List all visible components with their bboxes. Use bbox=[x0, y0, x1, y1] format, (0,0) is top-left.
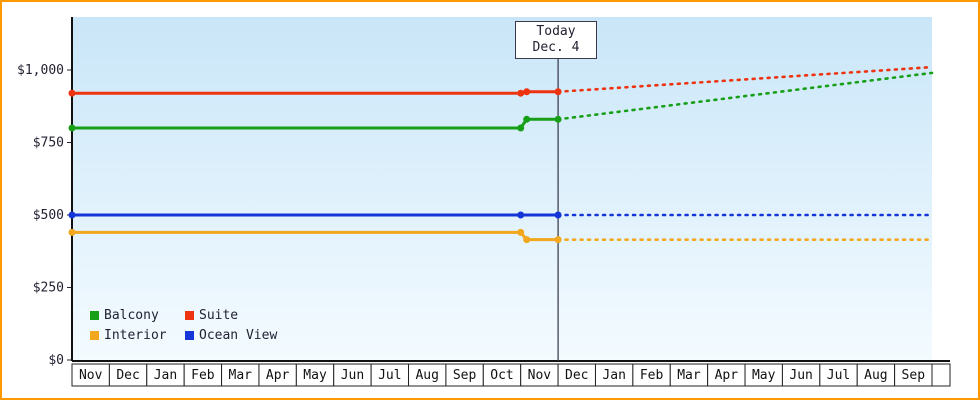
legend-label-balcony: Balcony bbox=[104, 308, 159, 323]
series-suite-forecast-line bbox=[556, 65, 934, 94]
legend-label-interior: Interior bbox=[104, 328, 167, 343]
legend-row-1: Balcony Suite bbox=[90, 308, 277, 323]
month-label: May bbox=[303, 368, 327, 383]
series-balcony-marker bbox=[68, 124, 76, 132]
series-suite-marker bbox=[554, 88, 562, 96]
month-label: Mar bbox=[677, 368, 701, 383]
month-label: Nov bbox=[528, 368, 552, 383]
series-interior-marker bbox=[523, 236, 531, 244]
month-label: Apr bbox=[266, 368, 290, 383]
legend-label-ocean-view: Ocean View bbox=[199, 328, 278, 343]
month-label: Aug bbox=[864, 368, 887, 383]
month-label: Oct bbox=[490, 368, 513, 383]
legend-item-suite: Suite bbox=[185, 308, 238, 323]
month-label: Dec bbox=[116, 368, 139, 383]
month-label: Apr bbox=[715, 368, 739, 383]
month-label: Jun bbox=[789, 368, 812, 383]
plot-background bbox=[72, 17, 932, 361]
month-label: Jul bbox=[827, 368, 850, 383]
interior-swatch-icon bbox=[90, 331, 99, 340]
series-suite-history-line bbox=[72, 90, 559, 95]
month-label: Jun bbox=[341, 368, 364, 383]
month-cell-partial bbox=[931, 363, 951, 387]
month-label: Feb bbox=[191, 368, 215, 383]
month-label: Aug bbox=[415, 368, 438, 383]
today-label-box: Today Dec. 4 bbox=[515, 21, 597, 59]
series-interior-marker bbox=[68, 228, 76, 236]
series-suite-marker bbox=[68, 89, 76, 97]
month-label: Jan bbox=[602, 368, 625, 383]
series-suite-marker bbox=[517, 89, 525, 97]
y-axis-label: $500 bbox=[33, 208, 64, 223]
series-suite-marker bbox=[523, 88, 531, 96]
month-label: Dec bbox=[565, 368, 588, 383]
series-balcony-marker bbox=[554, 115, 562, 123]
month-label: Sep bbox=[453, 368, 477, 383]
month-label: Sep bbox=[902, 368, 926, 383]
series-ocean-view-marker bbox=[517, 211, 525, 219]
legend-item-ocean-view: Ocean View bbox=[185, 328, 277, 343]
month-label: Nov bbox=[79, 368, 103, 383]
suite-swatch-icon bbox=[185, 311, 194, 320]
balcony-swatch-icon bbox=[90, 311, 99, 320]
legend-row-2: Interior Ocean View bbox=[90, 328, 277, 343]
month-label: Jan bbox=[154, 368, 177, 383]
series-balcony-forecast-line bbox=[556, 71, 934, 121]
y-axis-label: $750 bbox=[33, 136, 64, 151]
series-balcony-marker bbox=[523, 115, 531, 123]
legend-label-suite: Suite bbox=[199, 308, 239, 323]
series-ocean-view-marker bbox=[68, 211, 76, 219]
month-label: Feb bbox=[640, 368, 664, 383]
ocean-view-swatch-icon bbox=[185, 331, 194, 340]
y-axis-label: $0 bbox=[48, 353, 64, 368]
month-label: Jul bbox=[378, 368, 401, 383]
today-label: Today bbox=[536, 24, 576, 39]
y-axis-label: $1,000 bbox=[17, 63, 64, 78]
series-interior-marker bbox=[517, 228, 525, 236]
legend-item-interior: Interior bbox=[90, 328, 185, 343]
series-balcony-marker bbox=[517, 124, 525, 132]
today-date: Dec. 4 bbox=[532, 40, 580, 55]
series-balcony-history-line bbox=[72, 117, 559, 130]
month-label: Mar bbox=[229, 368, 253, 383]
series-ocean-view-marker bbox=[554, 211, 562, 219]
series-interior-marker bbox=[554, 236, 562, 244]
legend-item-balcony: Balcony bbox=[90, 308, 185, 323]
series-interior-history-line bbox=[72, 230, 559, 242]
month-label: May bbox=[752, 368, 776, 383]
y-axis-label: $250 bbox=[33, 281, 64, 296]
legend: Balcony Suite Interior Ocean View bbox=[90, 308, 277, 348]
